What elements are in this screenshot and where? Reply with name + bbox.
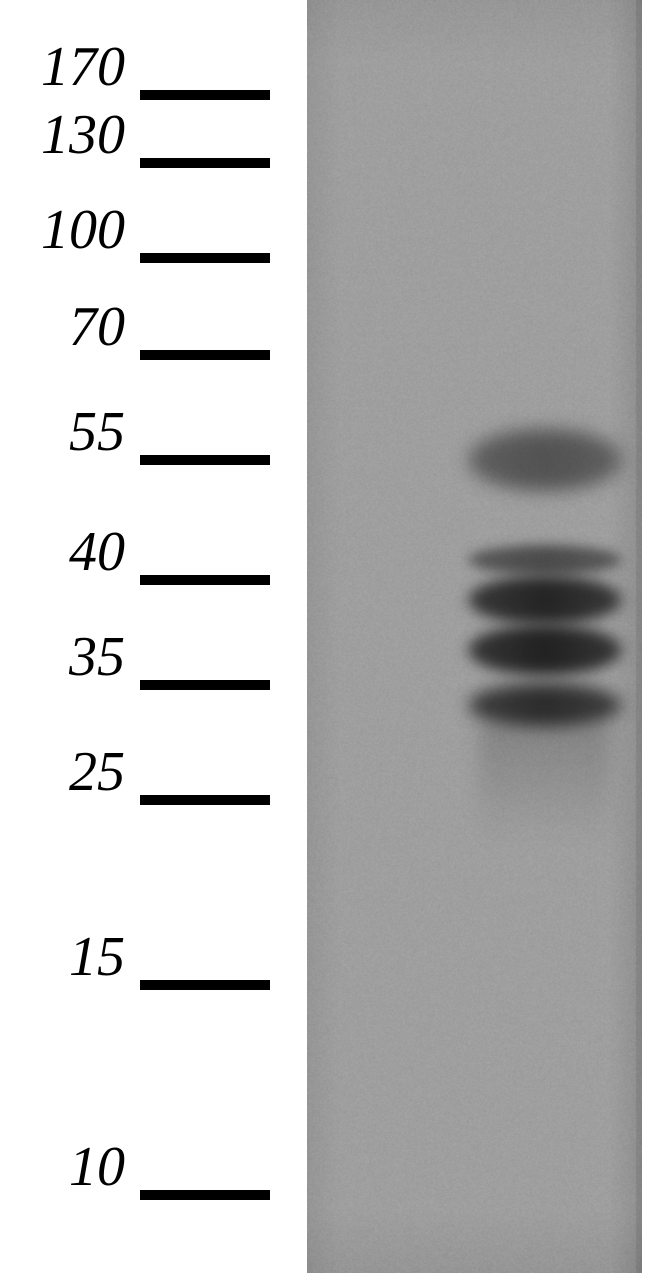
marker-tick-170 xyxy=(140,90,270,100)
marker-tick-40 xyxy=(140,575,270,585)
marker-tick-10 xyxy=(140,1190,270,1200)
marker-tick-35 xyxy=(140,680,270,690)
western-blot-figure: 170 130 100 70 55 40 35 25 15 10 xyxy=(0,0,650,1273)
marker-label-100: 100 xyxy=(0,202,125,258)
marker-label-25: 25 xyxy=(0,744,125,800)
marker-label-15: 15 xyxy=(0,929,125,985)
marker-label-40: 40 xyxy=(0,524,125,580)
marker-label-10: 10 xyxy=(0,1139,125,1195)
marker-label-55: 55 xyxy=(0,404,125,460)
marker-label-70: 70 xyxy=(0,299,125,355)
marker-tick-130 xyxy=(140,158,270,168)
marker-tick-25 xyxy=(140,795,270,805)
marker-tick-15 xyxy=(140,980,270,990)
marker-label-35: 35 xyxy=(0,629,125,685)
marker-label-170: 170 xyxy=(0,39,125,95)
marker-tick-70 xyxy=(140,350,270,360)
marker-tick-55 xyxy=(140,455,270,465)
marker-tick-100 xyxy=(140,253,270,263)
blot-canvas xyxy=(307,0,642,1273)
blot-membrane xyxy=(307,0,642,1273)
marker-label-130: 130 xyxy=(0,107,125,163)
